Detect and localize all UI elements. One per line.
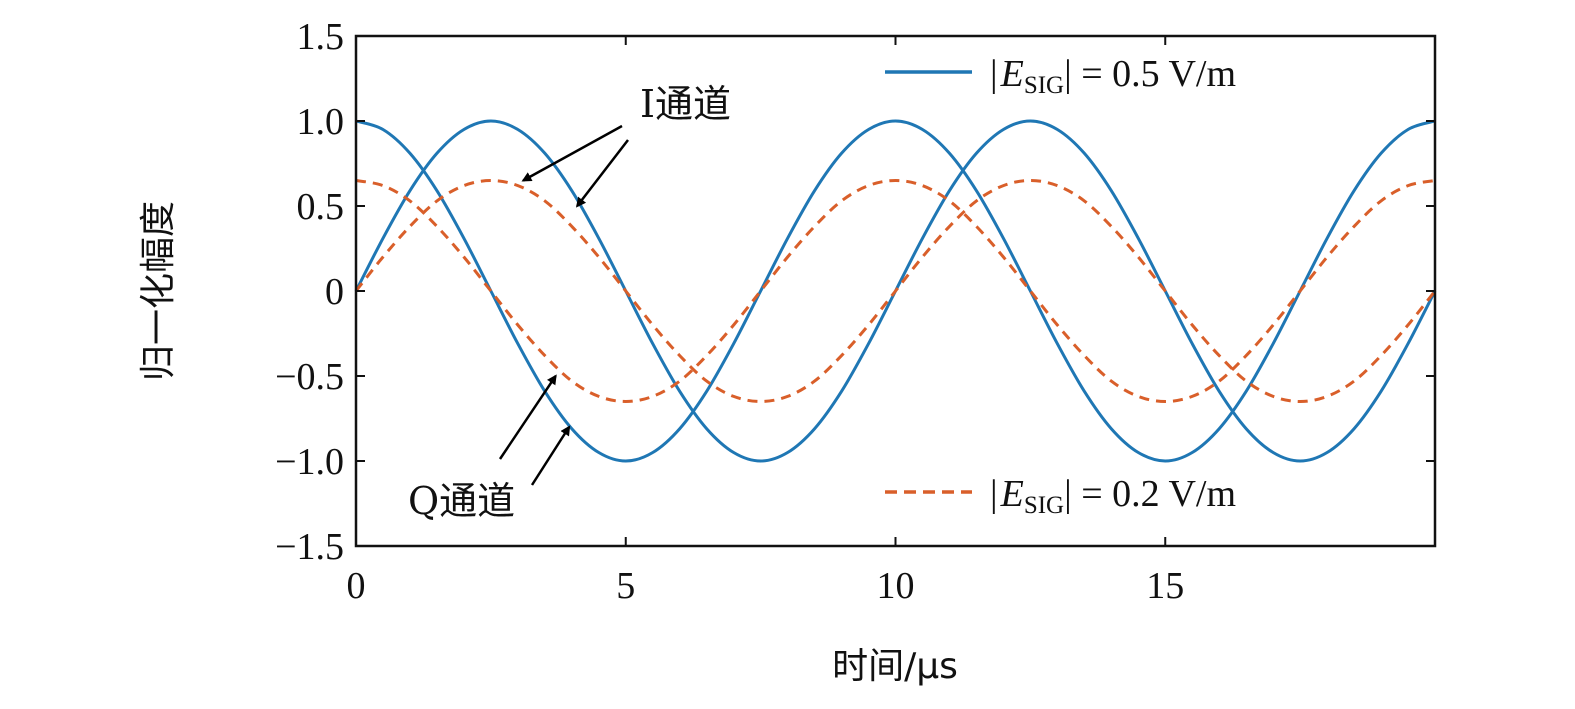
y-tick-label: 0 — [325, 271, 344, 313]
annotation-arrow — [575, 139, 629, 208]
annotation-arrow — [530, 425, 571, 486]
annotation-arrow — [498, 374, 557, 460]
x-tick-label: 15 — [1146, 565, 1184, 607]
y-axis-title: 归一化幅度 — [138, 201, 179, 381]
y-tick-label: 0.5 — [297, 186, 345, 228]
series-line-weak-q — [354, 179, 1437, 403]
annotation-label: I通道 — [640, 82, 731, 126]
series-line-weak-i — [355, 179, 1436, 403]
x-axis-title: 时间/μs — [832, 646, 958, 687]
x-tick-label: 5 — [616, 565, 635, 607]
annotations: I通道 Q通道 — [408, 82, 731, 523]
y-tick-label: 1.0 — [297, 101, 345, 143]
legend-label: |ESIG| = 0.2 V/m — [990, 473, 1236, 519]
legend: |ESIG| = 0.5 V/m |ESIG| = 0.2 V/m — [885, 53, 1236, 519]
x-tick-label: 10 — [877, 565, 915, 607]
y-tick-label: −0.5 — [275, 356, 344, 398]
axis-ticks: 0 5 10 15 −1.5 −1.0 −0.5 0 0.5 1.0 1.5 — [275, 16, 1435, 607]
y-tick-label: −1.0 — [275, 441, 344, 483]
x-tick-label: 0 — [347, 565, 366, 607]
y-tick-label: −1.5 — [275, 526, 344, 568]
series-line-strong-i — [355, 119, 1436, 463]
annotation-arrow — [521, 124, 623, 182]
legend-label: |ESIG| = 0.5 V/m — [990, 53, 1236, 99]
plot-series — [354, 119, 1437, 463]
y-tick-label: 1.5 — [297, 16, 345, 58]
annotation-label: Q通道 — [408, 479, 515, 523]
